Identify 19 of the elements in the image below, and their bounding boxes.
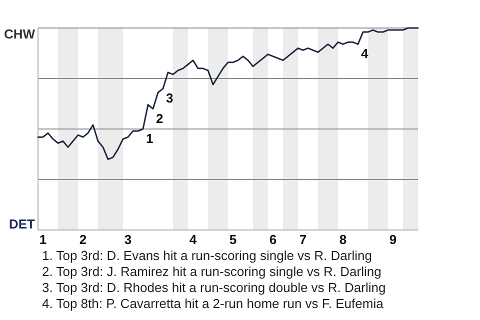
annotation: 3 (166, 90, 174, 106)
text: CHW (4, 26, 36, 42)
x-tick-label: 6 (269, 232, 277, 247)
x-tick-label: 8 (339, 232, 347, 247)
x-tick-label: 9 (389, 232, 397, 247)
text: 1. Top 3rd: D. Evans hit a run-scoring single vs R. Darling (42, 248, 372, 263)
x-tick-label: 3 (124, 232, 132, 247)
text: DET (9, 216, 36, 232)
x-tick-label: 5 (229, 232, 237, 247)
x-tick-label: 7 (299, 232, 307, 247)
x-tick-label: 4 (189, 232, 198, 247)
text: 3. Top 3rd: D. Rhodes hit a run-scoring double vs R. Darling (42, 280, 386, 295)
x-tick-label: 1 (39, 232, 47, 247)
text: 2. Top 3rd: J. Ramirez hit a run-scoring single vs R. Darling (42, 264, 382, 279)
text: 4. Top 8th: P. Cavarretta hit a 2-run home run vs F. Eufemia (42, 296, 384, 311)
annotation: 1 (146, 131, 154, 146)
x-tick-label: 2 (79, 232, 87, 247)
annotation: 2 (156, 110, 164, 126)
annotation: 4 (361, 46, 369, 62)
